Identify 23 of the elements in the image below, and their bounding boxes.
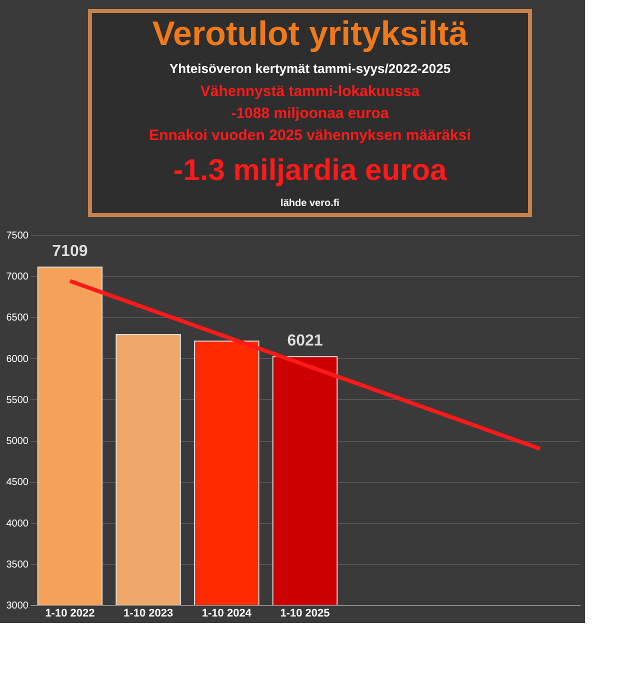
y-tick-label: 6000 [6, 354, 29, 365]
y-tick-label: 7500 [6, 230, 29, 242]
y-tick-label: 4000 [6, 518, 29, 530]
x-tick-label: 1-10 2025 [280, 608, 330, 620]
y-tick-label: 4500 [6, 477, 29, 488]
y-tick-label: 6500 [6, 312, 29, 324]
x-tick-label: 1-10 2022 [45, 608, 95, 620]
y-tick-label: 7000 [6, 272, 29, 283]
y-tick-label: 5500 [6, 394, 29, 406]
data-label: 7109 [52, 243, 88, 260]
y-tick-label: 3500 [6, 559, 29, 570]
text: lähde vero.fi [280, 198, 340, 209]
data-label: 6021 [287, 332, 323, 350]
chart-subtitle: Yhteisöveron kertymät tammi-syys/2022-2025 [169, 61, 451, 76]
chart-title: Verotulot yrityksiltä [152, 15, 468, 53]
text: Ennakoi vuoden 2025 vähennyksen määräksi [149, 127, 471, 144]
text: Vähennystä tammi-lokakuussa [200, 83, 420, 100]
text: -1.3 miljardia euroa [173, 154, 448, 187]
text: -1088 miljoonaa euroa [231, 105, 390, 122]
x-tick-label: 1-10 2024 [202, 608, 252, 620]
y-tick-label: 3000 [6, 600, 29, 612]
x-tick-label: 1-10 2023 [124, 608, 174, 620]
y-tick-label: 5000 [6, 436, 29, 448]
